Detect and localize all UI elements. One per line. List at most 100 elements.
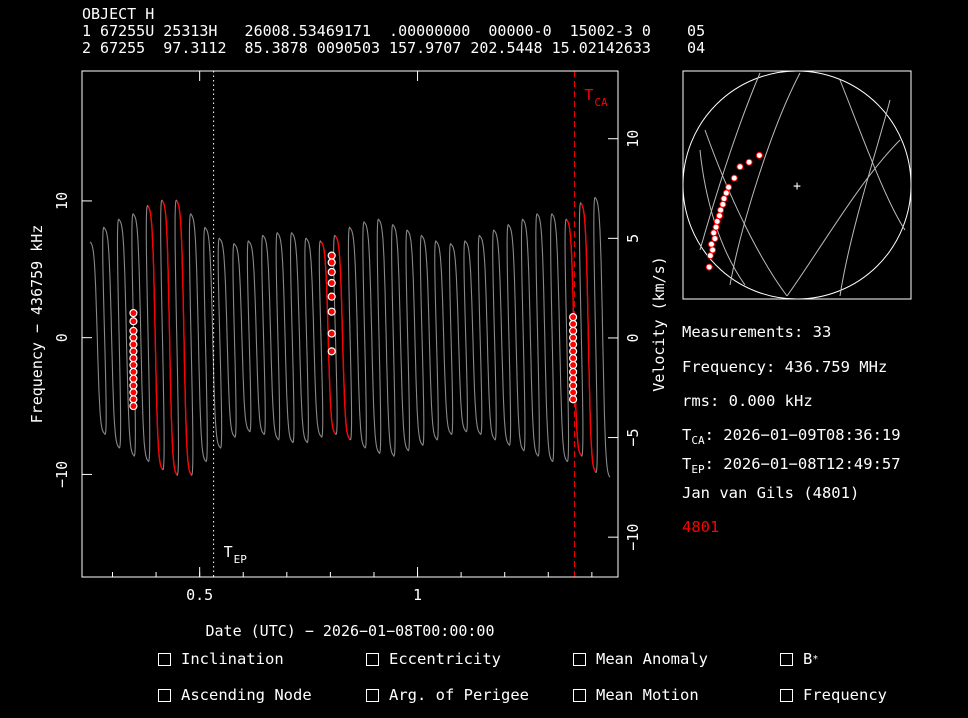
signal-pass-curve <box>537 214 553 462</box>
checkbox-bstar[interactable]: B * <box>780 650 818 668</box>
signal-connector <box>520 219 526 451</box>
checkbox-label: B <box>803 650 813 668</box>
signal-connector <box>492 229 497 440</box>
checkbox-label: Mean Anomaly <box>596 650 708 668</box>
measurement-point <box>327 278 336 288</box>
measurement-point <box>569 354 578 363</box>
measurement-point <box>569 326 578 335</box>
measurement-point <box>569 347 578 356</box>
y-tick-label-left: 0 <box>53 333 71 342</box>
signal-connector <box>578 202 584 457</box>
checkbox-box[interactable] <box>573 688 586 702</box>
checkbox-mean-motion[interactable]: Mean Motion <box>573 686 699 704</box>
checkbox-eccentricity[interactable]: Eccentricity <box>366 650 501 668</box>
checkbox-box[interactable] <box>158 688 171 702</box>
signal-connector <box>116 219 122 449</box>
signal-connector <box>188 213 194 476</box>
y-tick-label-left: −10 <box>53 461 71 488</box>
tep-label: T <box>682 455 692 473</box>
signal-pass-curve <box>595 197 611 478</box>
checkbox-box[interactable] <box>366 688 379 702</box>
signal-pass-curve <box>494 230 510 445</box>
checkbox-label: Arg. of Perigee <box>389 686 529 704</box>
map-point <box>715 212 723 220</box>
axis-ticks: 0.5 1 −10 0 10 −10 −5 0 5 10 <box>53 71 642 604</box>
signal-pass-curve <box>364 222 380 453</box>
signal-pass-curve <box>205 227 221 448</box>
info-tca: TCA: 2026−01−09T08:36:19 <box>682 426 901 447</box>
checkbox-label: Frequency <box>803 686 887 704</box>
tle-line-2: 2 67255 97.3112 85.3878 0090503 157.9707… <box>82 39 706 57</box>
signal-connector <box>203 227 208 462</box>
signal-pass-curve <box>291 233 308 442</box>
map-point <box>713 217 721 225</box>
checkbox-inclination[interactable]: Inclination <box>158 650 284 668</box>
measurement-point <box>569 319 578 329</box>
info-tep: TEP: 2026−01−08T12:49:57 <box>682 455 901 476</box>
checkbox-box[interactable] <box>573 652 586 666</box>
checkbox-label: Inclination <box>181 650 284 668</box>
tca-value: : 2026−01−09T08:36:19 <box>704 426 901 444</box>
measurement-point <box>569 395 578 404</box>
measurement-point <box>327 292 336 301</box>
signal-connector <box>550 213 555 462</box>
tep-marker-label: T <box>224 543 233 561</box>
info-frequency: Frequency: 436.759 MHz <box>682 358 888 376</box>
checkbox-box[interactable] <box>780 652 793 666</box>
map-point <box>706 252 714 260</box>
checkbox-box[interactable] <box>158 652 171 666</box>
horizon-circle <box>682 70 912 300</box>
y-axis-label-left: Frequency − 436759 kHz <box>28 225 46 424</box>
signal-connector <box>477 235 483 435</box>
measurement-point <box>327 251 336 260</box>
checkbox-arg-of-perigee[interactable]: Arg. of Perigee <box>366 686 529 704</box>
checkbox-box[interactable] <box>780 688 793 702</box>
info-measurements: Measurements: 33 <box>682 323 832 341</box>
orbit-track <box>699 72 761 251</box>
signal-connector <box>217 238 223 449</box>
measurement-point <box>569 340 578 349</box>
checkbox-mean-anomaly[interactable]: Mean Anomaly <box>573 650 708 668</box>
signal-pass-curve <box>263 236 279 440</box>
signal-pass-curve <box>277 233 293 442</box>
signal-pass-curve <box>450 244 467 432</box>
tca-sub: CA <box>691 434 705 448</box>
signal-connector <box>145 205 151 462</box>
map-point <box>719 200 727 208</box>
signal-connector <box>448 243 454 435</box>
signal-pass-curve <box>133 214 149 462</box>
signal-pass-curve <box>219 238 235 437</box>
fit-pass-curve <box>580 203 597 473</box>
y-tick-label-right: −10 <box>624 524 642 551</box>
fit-pass-curve <box>176 200 192 475</box>
signal-pass-curve <box>479 236 495 440</box>
signal-pass-curve <box>104 227 120 448</box>
signal-pass-curve <box>378 219 394 456</box>
map-point <box>705 263 713 271</box>
signal-connector <box>362 221 367 449</box>
checkbox-ascending-node[interactable]: Ascending Node <box>158 686 312 704</box>
tca-marker-sub: CA <box>594 96 608 109</box>
checkbox-label-sup: * <box>812 653 819 665</box>
info-rms: rms: 0.000 kHz <box>682 392 813 410</box>
checkbox-box[interactable] <box>366 652 379 666</box>
map-point <box>730 174 738 182</box>
measurement-point <box>129 381 138 390</box>
signal-connector <box>463 240 468 432</box>
map-point <box>711 235 719 243</box>
y-tick-label-right: 0 <box>624 333 642 342</box>
measurement-point <box>129 395 138 404</box>
measurement-point <box>129 360 138 370</box>
measurement-point <box>129 326 138 335</box>
signal-connector <box>102 227 107 435</box>
measurement-point <box>327 347 336 356</box>
signal-connector <box>405 229 411 451</box>
checkbox-frequency[interactable]: Frequency <box>780 686 887 704</box>
checkbox-label: Mean Motion <box>596 686 699 704</box>
y-axis-label-right: Velocity (km/s) <box>650 256 668 391</box>
signal-pass-curve <box>522 219 539 456</box>
y-tick-label-right: 10 <box>624 130 642 148</box>
x-axis-label: Date (UTC) − 2026−01−08T00:00:00 <box>206 622 495 640</box>
measurement-point <box>129 367 138 376</box>
